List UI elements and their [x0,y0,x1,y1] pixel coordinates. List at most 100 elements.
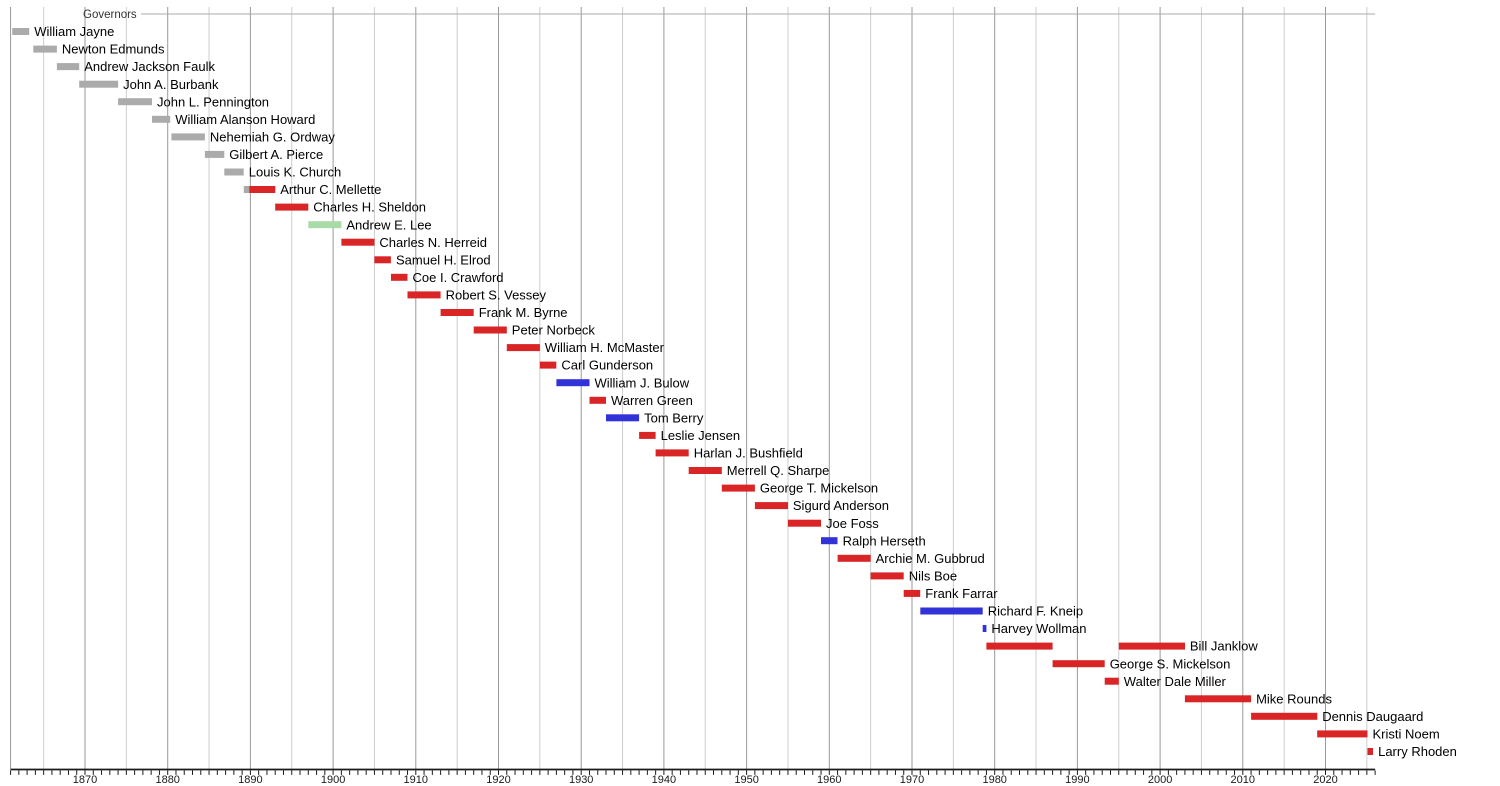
governor-term-bar[interactable] [539,361,557,369]
governor-label[interactable]: Bill Janklow [1190,639,1259,654]
governor-row: Louis K. Church [224,165,341,180]
governor-label[interactable]: Ralph Herseth [843,533,926,548]
governor-label[interactable]: Coe I. Crawford [413,270,504,285]
governor-term-bar[interactable] [152,115,171,123]
governor-label[interactable]: Warren Green [611,393,693,408]
governor-term-bar[interactable] [33,45,57,53]
governor-row: Frank Farrar [903,586,998,601]
governor-term-bar[interactable] [341,238,375,246]
governor-label[interactable]: Harvey Wollman [991,621,1086,636]
governor-term-bar[interactable] [920,607,983,615]
governor-term-bar[interactable] [589,396,607,404]
governor-row: Carl Gunderson [539,358,653,373]
governor-term-bar[interactable] [606,414,640,422]
governor-row: George T. Mickelson [721,481,878,496]
governor-label[interactable]: William J. Bulow [595,375,690,390]
governor-term-bar[interactable] [506,344,540,352]
governor-label[interactable]: Joe Foss [826,516,879,531]
governor-label[interactable]: Robert S. Vessey [446,288,547,303]
governor-label[interactable]: George S. Mickelson [1110,656,1231,671]
governor-label[interactable]: William Jayne [34,24,114,39]
governor-term-bar[interactable] [1184,695,1252,703]
governor-label[interactable]: Arthur C. Mellette [280,182,381,197]
governor-label[interactable]: Newton Edmunds [62,42,165,57]
governor-term-bar[interactable] [249,186,276,193]
governor-term-bar[interactable] [982,625,987,632]
governor-label[interactable]: Frank M. Byrne [479,305,568,320]
governor-term-bar[interactable] [655,449,689,457]
governor-term-bar[interactable] [754,502,788,510]
governor-term-bar[interactable] [870,572,904,580]
governor-label[interactable]: Charles N. Herreid [379,235,487,250]
governor-term-bar[interactable] [639,431,656,439]
governor-label[interactable]: John L. Pennington [157,94,269,109]
governor-label[interactable]: Walter Dale Miller [1124,674,1227,689]
governor-term-bar[interactable] [440,309,474,316]
governor-label[interactable]: Archie M. Gubbrud [876,551,985,566]
governor-term-bar[interactable] [171,133,205,141]
governor-term-bar[interactable] [1104,677,1119,685]
governor-term-bar[interactable] [79,80,119,88]
governor-label[interactable]: Harlan J. Bushfield [694,446,803,461]
governor-term-bar[interactable] [56,63,80,71]
governor-label[interactable]: Sigurd Anderson [793,498,889,513]
governor-term-bar[interactable] [556,379,590,387]
governor-term-bar[interactable] [308,221,342,229]
governor-label[interactable]: Andrew Jackson Faulk [84,59,215,74]
governor-label[interactable]: Kristi Noem [1373,727,1440,742]
governor-term-bar[interactable] [837,554,871,562]
governor-label[interactable]: William H. McMaster [545,340,665,355]
governor-term-bar[interactable] [243,186,250,193]
governor-label[interactable]: Mike Rounds [1256,691,1332,706]
governor-label[interactable]: Leslie Jensen [661,428,741,443]
governor-row: Nils Boe [870,569,957,584]
governor-label[interactable]: Tom Berry [644,410,704,425]
governor-label[interactable]: Nehemiah G. Ordway [210,130,335,145]
governor-label[interactable]: Samuel H. Elrod [396,252,491,267]
governor-label[interactable]: Louis K. Church [249,165,341,180]
governor-label[interactable]: George T. Mickelson [760,481,878,496]
governor-term-bar[interactable] [721,484,755,492]
governor-row: Walter Dale Miller [1104,674,1227,689]
governor-term-bar[interactable] [787,519,821,527]
governor-term-bar[interactable] [688,467,722,474]
governor-label[interactable]: Gilbert A. Pierce [229,147,323,162]
year-label-1960: 1960 [817,774,841,786]
governor-label[interactable]: Peter Norbeck [512,323,596,338]
year-label-1920: 1920 [486,774,510,786]
governor-term-bar[interactable] [391,273,408,281]
governor-term-bar[interactable] [1251,712,1318,720]
governor-term-bar[interactable] [12,28,30,35]
governor-term-bar[interactable] [473,326,507,334]
governor-term-bar[interactable] [204,150,225,158]
governor-label[interactable]: Andrew E. Lee [346,217,431,232]
governor-term-bar[interactable] [275,203,309,211]
governor-label[interactable]: Merrell Q. Sharpe [727,463,830,478]
governor-label[interactable]: Larry Rhoden [1378,744,1457,759]
governor-term-bar[interactable] [1052,660,1105,668]
governor-label[interactable]: Dennis Daugaard [1322,709,1423,724]
year-label-1930: 1930 [569,774,593,786]
governor-label[interactable]: Carl Gunderson [561,358,653,373]
governor-row: Charles H. Sheldon [275,200,426,215]
governor-label[interactable]: Richard F. Kneip [988,604,1083,619]
governor-term-bar[interactable] [407,291,441,299]
governor-term-bar[interactable] [374,256,391,264]
governor-label[interactable]: John A. Burbank [123,77,219,92]
governor-term-bar[interactable] [821,537,838,545]
year-label-1970: 1970 [900,774,924,786]
governor-row: George S. Mickelson [1052,656,1231,671]
governor-term-bar[interactable] [903,589,921,597]
governor-label[interactable]: Nils Boe [909,569,957,584]
governor-label[interactable]: Charles H. Sheldon [313,200,426,215]
governor-row: Bill Janklow [986,639,1258,654]
governor-label[interactable]: Frank Farrar [925,586,998,601]
governor-term-bar[interactable] [224,168,244,176]
governor-term-bar[interactable] [1317,730,1368,738]
governor-label[interactable]: William Alanson Howard [175,112,315,127]
governor-term-bar[interactable] [118,98,152,106]
governor-term-bar[interactable] [986,642,1053,650]
governor-term-bar[interactable] [1118,642,1185,650]
governor-term-bar[interactable] [1367,748,1374,755]
